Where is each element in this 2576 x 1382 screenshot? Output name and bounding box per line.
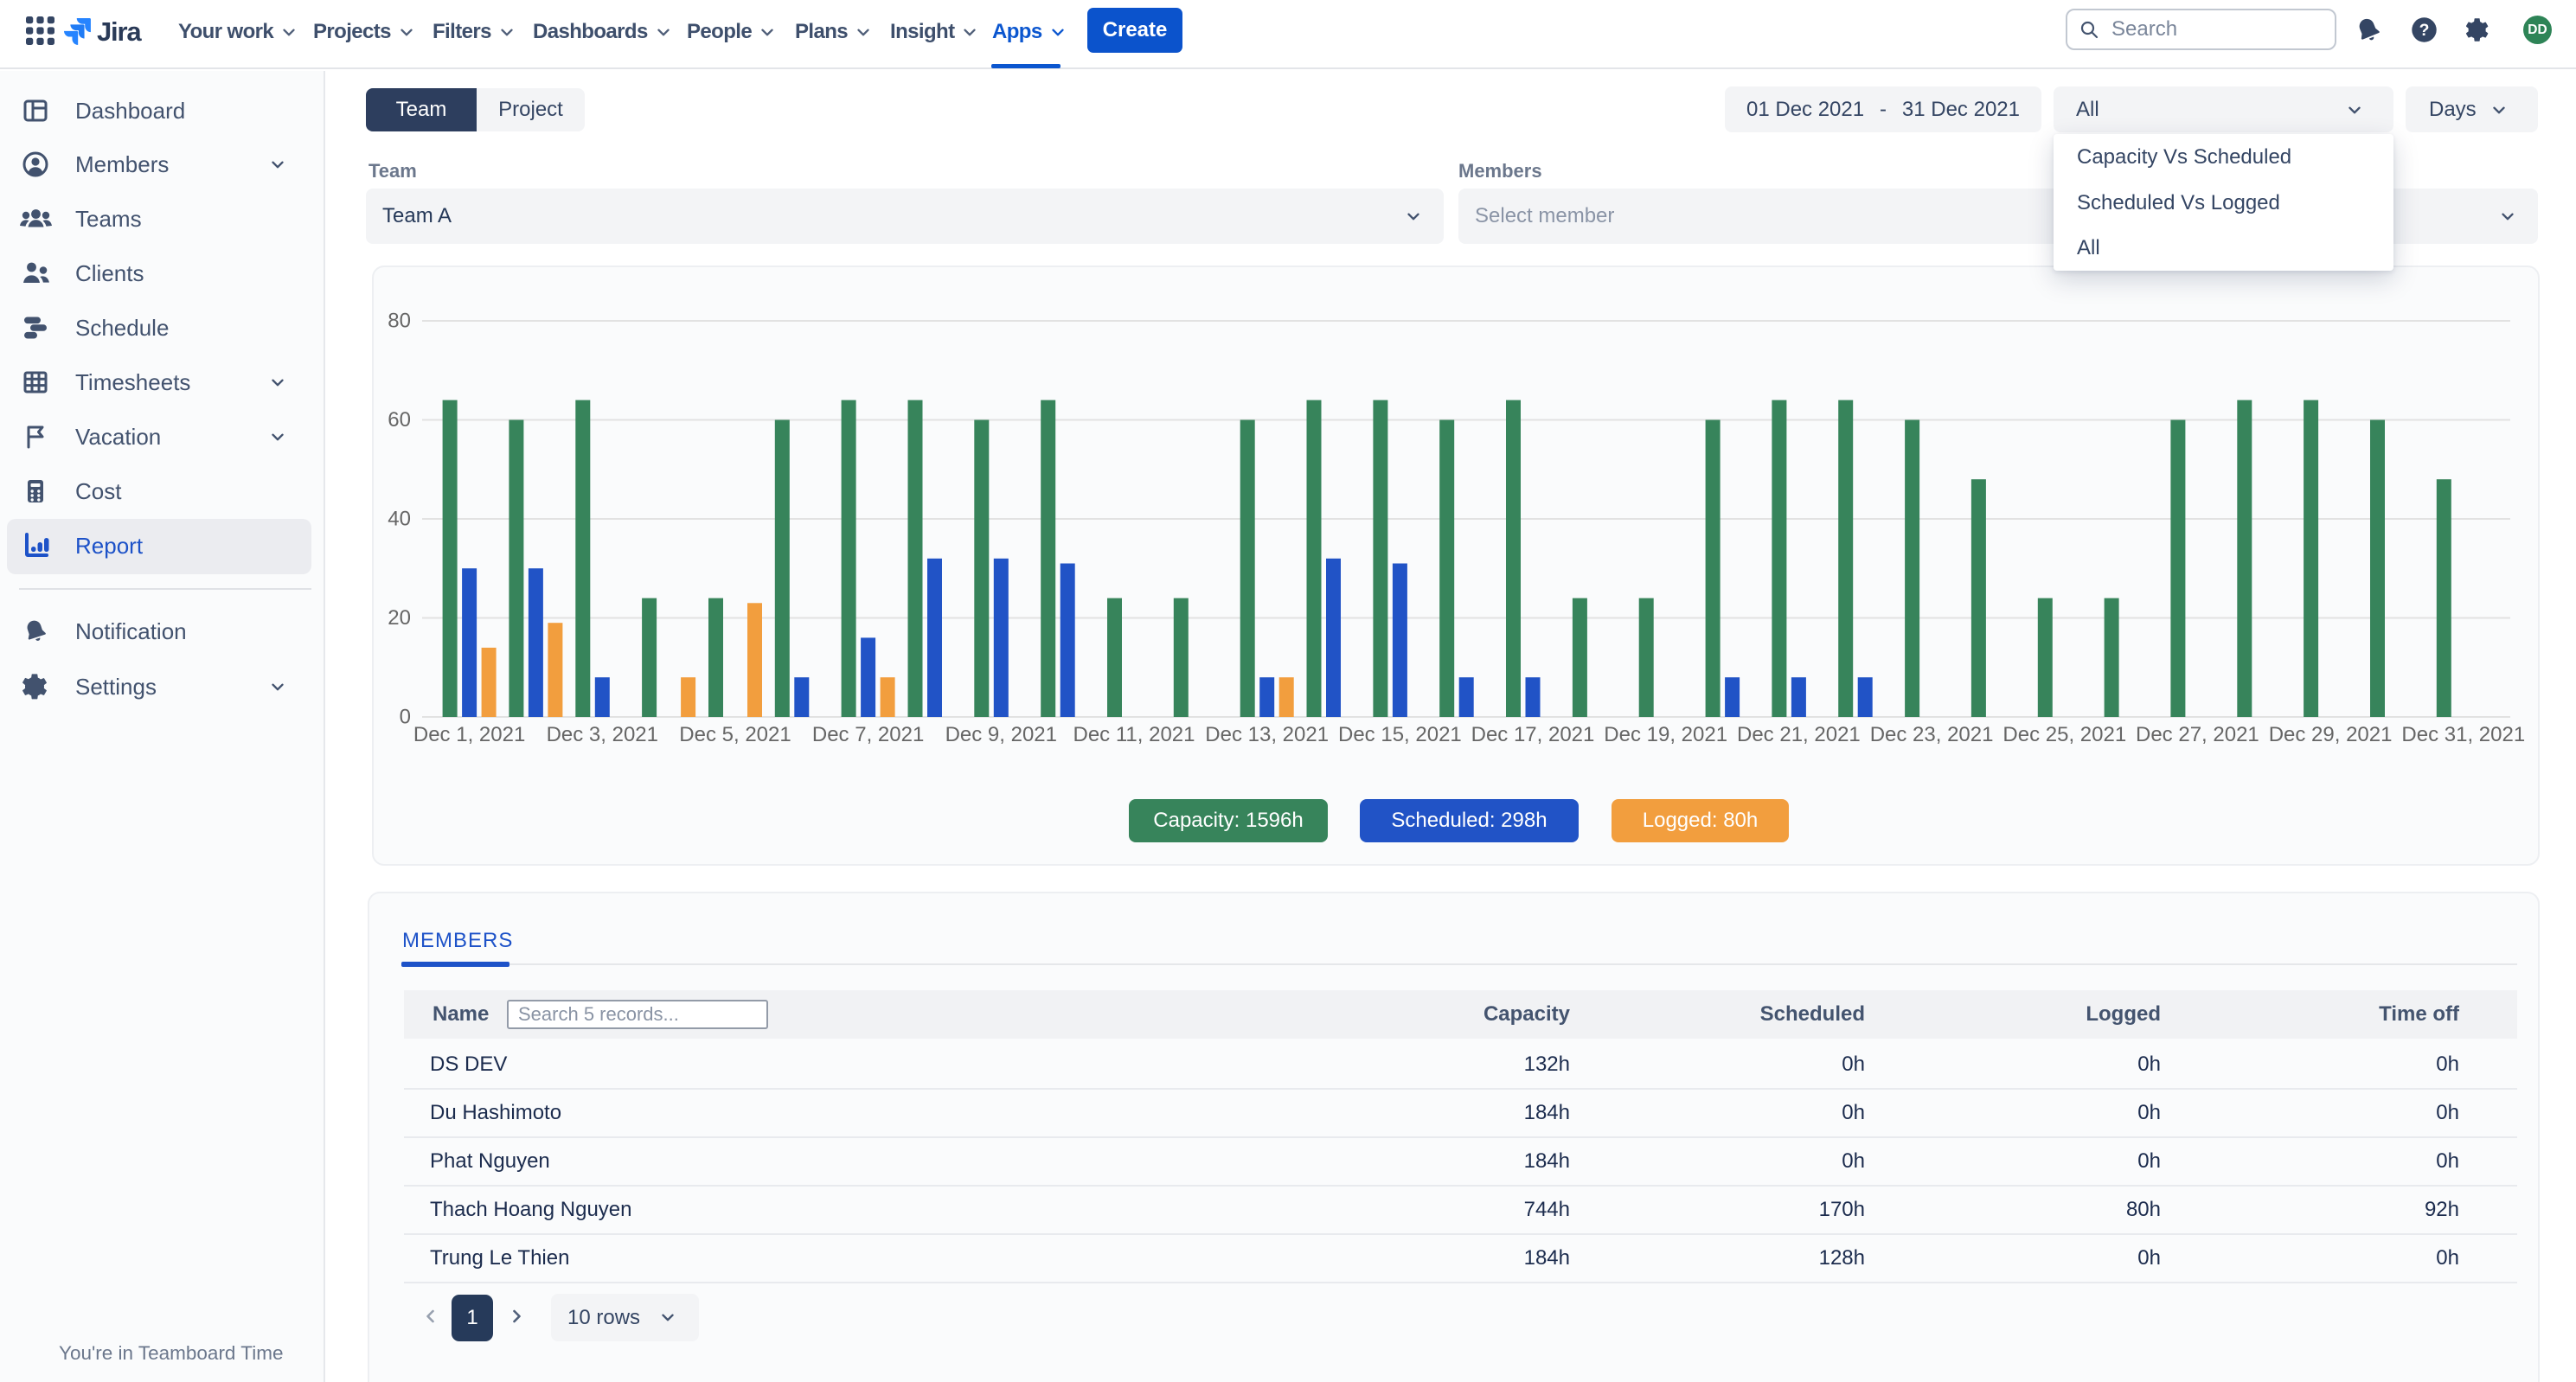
svg-text:Dec 29, 2021: Dec 29, 2021 [2269, 723, 2393, 746]
svg-text:40: 40 [388, 508, 411, 531]
svg-text:Dec 13, 2021: Dec 13, 2021 [1205, 723, 1329, 746]
svg-text:Dec 17, 2021: Dec 17, 2021 [1471, 723, 1595, 746]
svg-text:Dec 21, 2021: Dec 21, 2021 [1737, 723, 1861, 746]
svg-text:Dec 15, 2021: Dec 15, 2021 [1338, 723, 1462, 746]
svg-text:0: 0 [400, 706, 411, 729]
svg-text:60: 60 [388, 408, 411, 432]
svg-text:Dec 27, 2021: Dec 27, 2021 [2136, 723, 2259, 746]
svg-text:20: 20 [388, 606, 411, 630]
svg-text:Dec 5, 2021: Dec 5, 2021 [679, 723, 791, 746]
svg-text:Dec 7, 2021: Dec 7, 2021 [812, 723, 924, 746]
svg-text:Dec 31, 2021: Dec 31, 2021 [2401, 723, 2525, 746]
svg-text:Dec 23, 2021: Dec 23, 2021 [1870, 723, 1994, 746]
svg-text:80: 80 [388, 310, 411, 333]
svg-text:Dec 25, 2021: Dec 25, 2021 [2002, 723, 2126, 746]
svg-text:Dec 11, 2021: Dec 11, 2021 [1073, 723, 1195, 746]
svg-text:?: ? [2419, 21, 2430, 40]
svg-text:Dec 19, 2021: Dec 19, 2021 [1604, 723, 1727, 746]
svg-text:Dec 9, 2021: Dec 9, 2021 [945, 723, 1057, 746]
svg-text:Dec 1, 2021: Dec 1, 2021 [413, 723, 525, 746]
svg-text:Dec 3, 2021: Dec 3, 2021 [547, 723, 658, 746]
